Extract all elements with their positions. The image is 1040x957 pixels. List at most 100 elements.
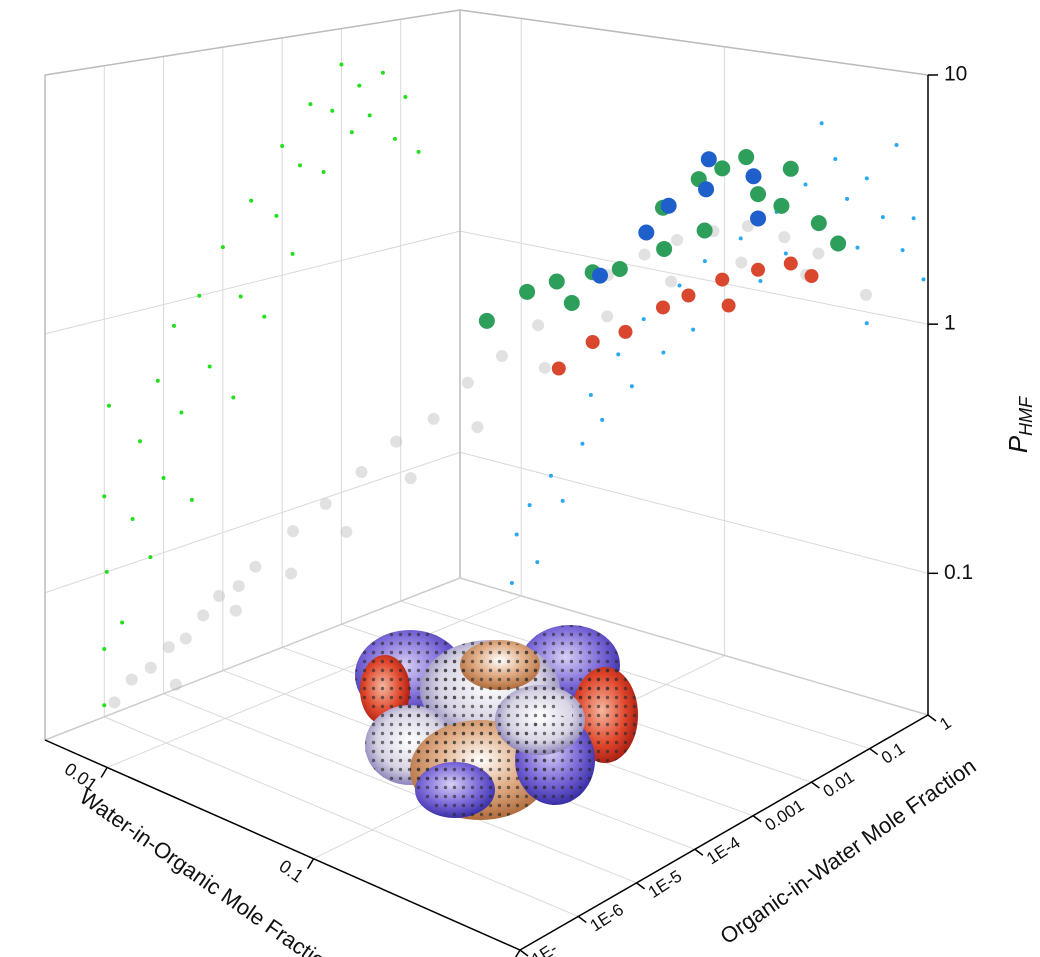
- point: [532, 319, 545, 332]
- point: [698, 181, 715, 198]
- point: [197, 609, 210, 622]
- tick-mark: [636, 882, 646, 890]
- point: [538, 361, 551, 374]
- point: [403, 94, 408, 99]
- point: [148, 555, 153, 560]
- point: [471, 421, 484, 434]
- z-axis-title: PHMF: [1003, 396, 1036, 453]
- point: [803, 182, 808, 187]
- point: [864, 176, 869, 181]
- point: [102, 494, 107, 499]
- point: [339, 62, 344, 67]
- point: [812, 247, 825, 260]
- point: [380, 70, 385, 75]
- point: [179, 632, 192, 645]
- point: [102, 703, 107, 708]
- point: [169, 678, 182, 691]
- point: [681, 288, 696, 303]
- tick-mark: [577, 915, 587, 924]
- point: [274, 213, 279, 218]
- point: [551, 361, 566, 376]
- point: [702, 259, 707, 264]
- y-tick-label: 1E-6: [587, 900, 627, 935]
- z-tick-label: 10: [944, 63, 967, 86]
- point: [207, 364, 212, 369]
- point: [535, 560, 540, 565]
- point: [600, 417, 605, 422]
- y-tick-label: 1E-5: [645, 866, 685, 901]
- point: [280, 144, 285, 149]
- point: [641, 317, 646, 322]
- tick-mark: [694, 848, 704, 856]
- axis-line: [459, 577, 929, 716]
- tick-mark: [752, 815, 762, 823]
- tick-mark: [927, 714, 937, 722]
- point: [677, 283, 682, 288]
- z-tick-label: 1: [944, 312, 956, 335]
- point: [859, 288, 872, 301]
- z-axis-title-main: P: [1003, 435, 1033, 453]
- grid-line: [459, 451, 929, 574]
- point: [495, 349, 508, 362]
- point: [519, 283, 536, 300]
- point: [638, 248, 651, 261]
- point: [308, 102, 313, 107]
- point: [179, 410, 184, 415]
- point: [656, 240, 673, 257]
- point: [618, 324, 633, 339]
- y-tick-label: 0.1: [878, 739, 908, 768]
- point: [819, 121, 824, 126]
- point: [416, 149, 421, 154]
- point: [319, 497, 332, 510]
- point: [735, 256, 748, 269]
- point: [700, 151, 717, 168]
- grid-line: [163, 693, 637, 884]
- point: [741, 220, 754, 233]
- axis-line: [44, 9, 461, 76]
- point: [108, 696, 121, 709]
- point: [588, 392, 593, 397]
- point: [810, 215, 827, 232]
- tick-mark: [810, 781, 820, 789]
- point: [921, 277, 926, 282]
- point: [548, 273, 565, 290]
- point: [671, 233, 684, 246]
- point: [285, 567, 298, 580]
- point: [527, 503, 532, 508]
- point: [804, 269, 819, 284]
- x-tick-label: 0.1: [275, 856, 307, 887]
- point: [629, 384, 634, 389]
- tick-mark: [869, 747, 879, 756]
- tick-mark: [100, 767, 108, 778]
- point: [514, 532, 519, 537]
- tick-mark: [514, 949, 521, 957]
- point: [404, 472, 417, 485]
- point: [197, 293, 202, 298]
- axis-line: [44, 577, 461, 741]
- point: [392, 136, 397, 141]
- point: [548, 473, 553, 478]
- point: [106, 403, 111, 408]
- z-tick-label: 0.1: [944, 561, 973, 584]
- point: [231, 395, 236, 400]
- points: [102, 62, 926, 709]
- point: [591, 267, 608, 284]
- grid-line: [400, 600, 870, 750]
- point: [120, 620, 125, 625]
- point: [880, 215, 885, 220]
- axis-line: [44, 739, 521, 951]
- point: [102, 647, 107, 652]
- point: [189, 497, 194, 502]
- y-tick-label: 1: [936, 713, 954, 734]
- point: [220, 245, 225, 250]
- point: [172, 323, 177, 328]
- point: [286, 525, 299, 538]
- point: [357, 83, 362, 88]
- grid-line: [104, 716, 579, 917]
- point: [367, 113, 372, 118]
- point: [130, 516, 135, 521]
- y-tick-label: 0.01: [820, 767, 858, 801]
- point: [585, 334, 600, 349]
- grid-line: [459, 230, 929, 325]
